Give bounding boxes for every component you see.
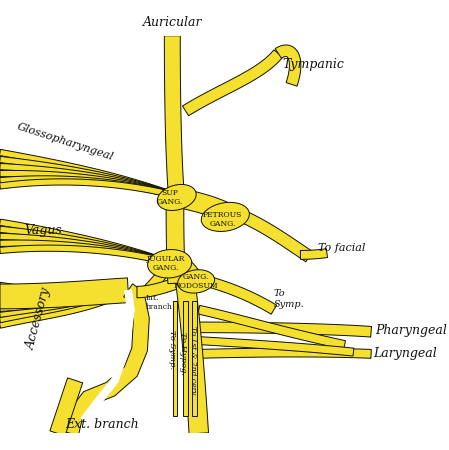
Polygon shape xyxy=(0,240,164,264)
Polygon shape xyxy=(0,289,129,301)
Text: Vagus: Vagus xyxy=(25,224,62,237)
Polygon shape xyxy=(232,207,313,262)
Polygon shape xyxy=(0,176,173,198)
Polygon shape xyxy=(300,249,327,259)
Polygon shape xyxy=(182,50,283,116)
Polygon shape xyxy=(0,289,129,304)
Text: GANG.
NODOSUM: GANG. NODOSUM xyxy=(174,273,219,290)
Polygon shape xyxy=(0,157,173,198)
Text: Laryngeal: Laryngeal xyxy=(373,347,436,360)
Polygon shape xyxy=(0,219,164,264)
Ellipse shape xyxy=(148,249,192,278)
Text: Glossopharyngeal: Glossopharyngeal xyxy=(16,122,115,162)
Polygon shape xyxy=(164,36,185,200)
Ellipse shape xyxy=(157,184,196,211)
Text: Int.
branch: Int. branch xyxy=(146,294,173,311)
Polygon shape xyxy=(0,290,129,323)
Polygon shape xyxy=(199,348,371,358)
Polygon shape xyxy=(192,301,197,416)
Text: PETROUS
GANG.: PETROUS GANG. xyxy=(203,211,242,228)
Text: Accessory: Accessory xyxy=(25,286,54,351)
Polygon shape xyxy=(0,282,128,298)
Text: To Hypog.: To Hypog. xyxy=(179,333,187,375)
Text: JUGULAR
GANG.: JUGULAR GANG. xyxy=(147,255,185,272)
Polygon shape xyxy=(63,284,150,435)
Text: To facial: To facial xyxy=(318,243,365,253)
Text: To Symp.: To Symp. xyxy=(168,330,176,369)
Polygon shape xyxy=(173,301,177,416)
Polygon shape xyxy=(0,290,129,328)
Polygon shape xyxy=(275,45,301,86)
Polygon shape xyxy=(199,322,371,337)
Polygon shape xyxy=(0,179,173,198)
Polygon shape xyxy=(0,278,129,309)
Polygon shape xyxy=(0,289,129,311)
Text: Pharyngeal: Pharyngeal xyxy=(375,324,447,337)
Text: Tympanic: Tympanic xyxy=(283,58,345,71)
Polygon shape xyxy=(175,257,203,287)
Polygon shape xyxy=(166,198,185,284)
Polygon shape xyxy=(176,282,208,434)
Text: To 1st & 2nd cerv.: To 1st & 2nd cerv. xyxy=(189,326,197,396)
Polygon shape xyxy=(198,337,354,356)
Polygon shape xyxy=(0,245,164,264)
Polygon shape xyxy=(0,233,164,264)
Polygon shape xyxy=(198,306,346,349)
Polygon shape xyxy=(0,226,164,264)
Polygon shape xyxy=(50,378,83,436)
Polygon shape xyxy=(137,278,179,298)
Polygon shape xyxy=(0,149,173,198)
Polygon shape xyxy=(183,301,188,416)
Ellipse shape xyxy=(201,202,249,231)
Text: SUP
GANG.: SUP GANG. xyxy=(156,189,183,206)
Text: To
Symp.: To Symp. xyxy=(274,289,305,309)
Polygon shape xyxy=(175,188,239,225)
Polygon shape xyxy=(142,269,167,296)
Polygon shape xyxy=(0,163,173,198)
Text: Auricular: Auricular xyxy=(142,16,202,29)
Polygon shape xyxy=(0,171,173,198)
Polygon shape xyxy=(206,276,277,314)
Polygon shape xyxy=(81,290,134,422)
Polygon shape xyxy=(0,289,129,318)
Text: Ext. branch: Ext. branch xyxy=(65,418,138,431)
Ellipse shape xyxy=(178,270,215,293)
